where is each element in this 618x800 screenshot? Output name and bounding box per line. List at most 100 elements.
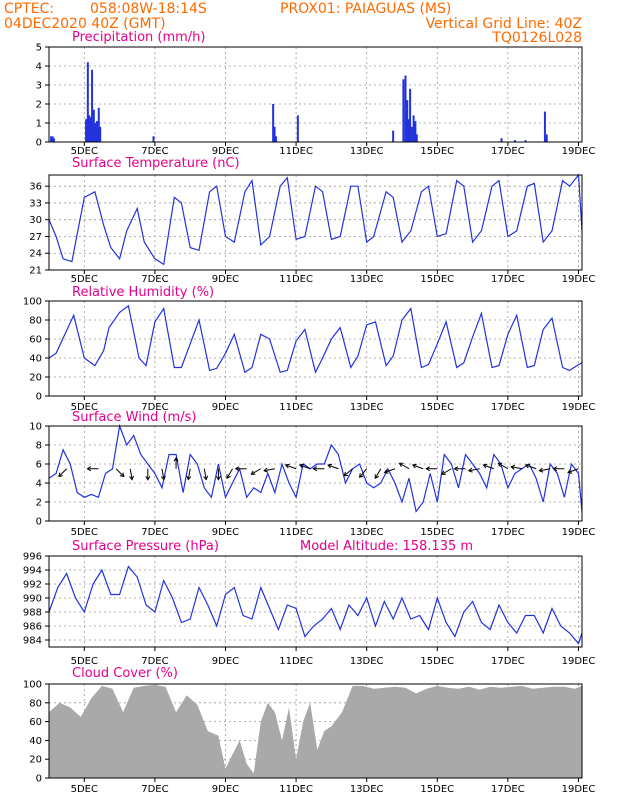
x-tick-label: 19DEC bbox=[562, 146, 596, 157]
y-tick-label: 2 bbox=[36, 498, 42, 509]
wind-arrow-head bbox=[58, 472, 63, 478]
precip-bar bbox=[404, 75, 407, 142]
precip-bar bbox=[406, 100, 409, 142]
y-tick-label: 24 bbox=[29, 249, 42, 260]
panel-title: Surface Pressure (hPa) bbox=[72, 539, 219, 554]
wind-arrow-head bbox=[441, 470, 446, 475]
panel-frame bbox=[48, 174, 583, 271]
wind-arrow bbox=[203, 468, 207, 480]
x-tick-label: 19DEC bbox=[562, 784, 596, 795]
x-tick-label: 11DEC bbox=[279, 402, 313, 413]
y-tick-label: 2 bbox=[36, 100, 42, 111]
y-tick-label: 0 bbox=[36, 138, 42, 149]
x-tick-label: 7DEC bbox=[141, 274, 168, 285]
y-tick-label: 3 bbox=[36, 81, 42, 92]
precip-bar bbox=[296, 115, 299, 142]
precip-bar bbox=[524, 140, 527, 142]
x-tick-label: 9DEC bbox=[212, 274, 239, 285]
wind-arrow-head bbox=[312, 466, 318, 472]
x-tick-label: 5DEC bbox=[71, 527, 98, 538]
wind-arrow bbox=[384, 468, 396, 473]
precip-bar bbox=[543, 111, 546, 142]
wind-arrow bbox=[511, 466, 523, 470]
wind-arrow-head bbox=[343, 471, 349, 477]
x-tick-label: 5DEC bbox=[71, 402, 98, 413]
y-tick-label: 10 bbox=[29, 422, 42, 433]
x-tick-label: 9DEC bbox=[212, 784, 239, 795]
precip-bar bbox=[412, 115, 415, 142]
wind-arrow bbox=[498, 462, 509, 470]
precip-bar bbox=[152, 136, 155, 142]
wind-arrow-head bbox=[510, 464, 516, 470]
x-tick-label: 15DEC bbox=[420, 146, 454, 157]
precip-bar bbox=[402, 79, 405, 142]
y-tick-label: 40 bbox=[29, 736, 42, 747]
header-coords: 058:08W-18:14S bbox=[90, 1, 207, 17]
y-tick-label: 33 bbox=[29, 198, 42, 209]
x-tick-label: 15DEC bbox=[420, 784, 454, 795]
panel-1: 21 24 27 30 33 36 5DEC 7DEC 9DEC 11DEC 13DEC 15DEC 1… bbox=[29, 156, 595, 285]
panel-frame bbox=[48, 683, 583, 779]
x-tick-label: 19DEC bbox=[562, 274, 596, 285]
wind-arrow bbox=[115, 468, 125, 477]
wind-arrow bbox=[539, 468, 551, 472]
y-tick-label: 4 bbox=[36, 479, 42, 490]
wind-arrow bbox=[129, 468, 133, 480]
precip-bar bbox=[92, 109, 95, 142]
y-tick-label: 0 bbox=[36, 774, 42, 785]
precip-bar bbox=[392, 130, 395, 142]
wind-arrow-head bbox=[129, 475, 134, 481]
wind-arrow bbox=[525, 464, 537, 470]
panel-title: Surface Temperature (nC) bbox=[72, 156, 240, 171]
precip-bar bbox=[88, 115, 91, 142]
wind-arrow-head bbox=[467, 467, 473, 473]
wind-arrow bbox=[412, 464, 424, 470]
wind-arrow-head bbox=[383, 469, 389, 474]
y-tick-label: 988 bbox=[23, 608, 42, 619]
panel-frame bbox=[48, 300, 583, 397]
panels: 0 1 2 3 4 5 5DEC 7DEC 9DEC 11DEC 13DEC 15DEC 17DEC 19… bbox=[23, 30, 595, 795]
wind-arrow bbox=[58, 468, 68, 477]
wind-arrow bbox=[567, 468, 579, 473]
precip-bar bbox=[91, 69, 94, 142]
wind-arrow-head bbox=[203, 475, 209, 481]
wind-arrow-head bbox=[145, 476, 151, 481]
wind-arrow bbox=[161, 468, 165, 480]
wind-arrow-head bbox=[250, 470, 256, 475]
y-tick-label: 20 bbox=[29, 755, 42, 766]
wind-arrow-head bbox=[538, 467, 544, 473]
x-tick-label: 13DEC bbox=[350, 146, 384, 157]
wind-arrow-head bbox=[284, 463, 290, 469]
x-tick-label: 17DEC bbox=[491, 274, 525, 285]
precip-bar bbox=[410, 126, 413, 142]
x-tick-label: 5DEC bbox=[71, 146, 98, 157]
x-tick-label: 7DEC bbox=[141, 527, 168, 538]
wind-arrow bbox=[359, 468, 368, 478]
y-tick-label: 0 bbox=[36, 392, 42, 403]
series-line bbox=[48, 173, 583, 266]
y-tick-label: 80 bbox=[29, 316, 42, 327]
y-tick-label: 27 bbox=[29, 232, 42, 243]
wind-arrow-head bbox=[425, 466, 430, 472]
y-tick-label: 20 bbox=[29, 373, 42, 384]
x-tick-label: 15DEC bbox=[420, 402, 454, 413]
precip-bar bbox=[545, 134, 548, 142]
y-tick-label: 80 bbox=[29, 698, 42, 709]
precip-bar bbox=[99, 126, 102, 142]
panel-frame bbox=[48, 46, 583, 143]
x-tick-label: 13DEC bbox=[350, 527, 384, 538]
precip-bar bbox=[274, 136, 277, 142]
x-tick-label: 17DEC bbox=[491, 527, 525, 538]
x-tick-label: 11DEC bbox=[279, 146, 313, 157]
wind-arrow bbox=[441, 468, 452, 475]
x-tick-label: 17DEC bbox=[491, 146, 525, 157]
wind-arrow-head bbox=[215, 476, 221, 481]
panel-0: 0 1 2 3 4 5 5DEC 7DEC 9DEC 11DEC 13DEC 15DEC 17DEC 19… bbox=[36, 30, 596, 157]
series-line bbox=[48, 423, 583, 513]
y-tick-label: 30 bbox=[29, 215, 42, 226]
y-tick-label: 21 bbox=[29, 266, 42, 277]
panel-subtitle: Model Altitude: 158.135 m bbox=[300, 539, 473, 554]
precip-bar bbox=[415, 134, 418, 142]
precip-bar bbox=[50, 136, 53, 142]
precip-bar bbox=[51, 136, 54, 142]
